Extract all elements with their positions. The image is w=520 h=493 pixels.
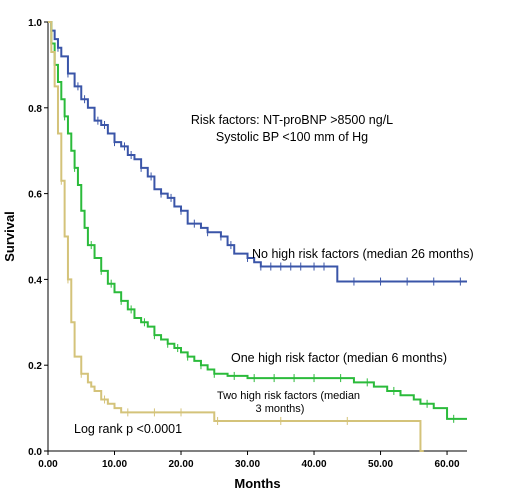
x-tick-label: 50.00 <box>368 459 393 470</box>
label-no-risk-factors: No high risk factors (median 26 months) <box>252 247 474 261</box>
x-tick-label: 20.00 <box>169 459 194 470</box>
label-two-risk-factors-line2: 3 months) <box>256 403 305 415</box>
y-tick-label: 0.4 <box>28 275 42 286</box>
y-tick-label: 1.0 <box>28 18 42 29</box>
y-axis-title: Survival <box>2 211 17 262</box>
y-tick-label: 0.0 <box>28 447 42 458</box>
annotations: Risk factors: NT-proBNP >8500 ng/L Systo… <box>74 113 474 436</box>
log-rank-text: Log rank p <0.0001 <box>74 422 182 436</box>
risk-factors-line2: Systolic BP <100 mm of Hg <box>216 130 368 144</box>
risk-factors-line1: Risk factors: NT-proBNP >8500 ng/L <box>191 113 393 127</box>
survival-curves <box>48 21 467 452</box>
x-tick-label: 30.00 <box>235 459 260 470</box>
axes: 0.00 10.00 20.00 30.00 40.00 50.00 60.00 0.0 0.2… <box>2 18 467 491</box>
x-tick-label: 0.00 <box>38 459 58 470</box>
survival-curve-line <box>48 21 467 283</box>
x-tick-label: 40.00 <box>302 459 327 470</box>
y-tick-label: 0.6 <box>28 190 42 201</box>
y-tick-label: 0.8 <box>28 104 42 115</box>
survival-series-3 <box>48 21 424 452</box>
survival-series-1 <box>48 21 467 286</box>
survival-series-2 <box>48 21 467 423</box>
x-axis-title: Months <box>234 476 280 491</box>
label-two-risk-factors-line1: Two high risk factors (median <box>217 390 360 402</box>
y-tick-label: 0.2 <box>28 361 42 372</box>
x-tick-label: 60.00 <box>435 459 460 470</box>
x-tick-label: 10.00 <box>102 459 127 470</box>
label-one-risk-factor: One high risk factor (median 6 months) <box>231 351 447 365</box>
survival-curve-line <box>48 21 424 452</box>
